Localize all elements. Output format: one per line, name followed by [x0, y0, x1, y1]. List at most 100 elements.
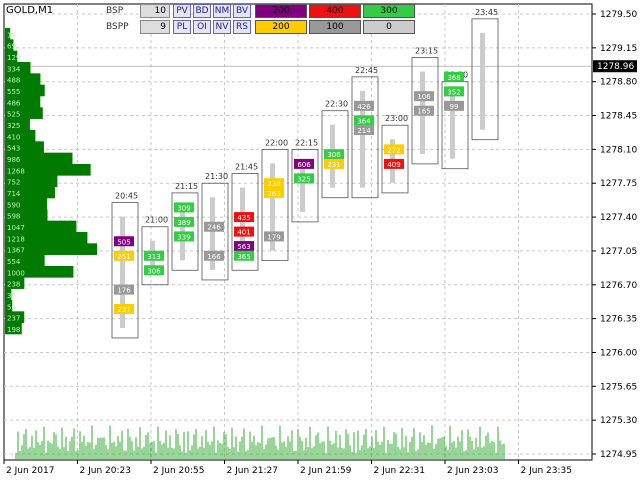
session-box[interactable]	[351, 76, 379, 199]
footprint-cell[interactable]	[324, 149, 344, 160]
bspp-swatch[interactable]: 0	[363, 20, 415, 34]
session-box[interactable]	[231, 173, 259, 271]
bsp-swatch[interactable]: 300	[363, 4, 415, 18]
footprint-cell[interactable]	[444, 86, 464, 97]
session-box[interactable]	[141, 226, 169, 286]
session-box[interactable]	[411, 57, 439, 165]
volume-profile-bar	[5, 164, 91, 176]
volume-profile-bar	[5, 141, 44, 153]
footprint-cell[interactable]	[414, 91, 434, 102]
footprint-cell-label: 176	[117, 287, 131, 295]
candle-body	[300, 163, 305, 212]
volume-profile-label: 486	[7, 99, 21, 107]
volume-profile-label: 198	[7, 326, 20, 334]
volume-profile-label: 19	[7, 31, 16, 39]
bspp-value-field[interactable]: 9	[140, 20, 170, 34]
bspp-swatch[interactable]: 200	[255, 20, 307, 34]
bsp-value-field[interactable]: 10	[140, 4, 170, 18]
bsp-swatch[interactable]: 200	[255, 4, 307, 18]
session-box[interactable]	[381, 124, 409, 194]
x-tick-label: 2 Jun 21:59	[300, 466, 352, 476]
footprint-cell[interactable]	[234, 241, 254, 252]
session-box[interactable]	[201, 182, 229, 281]
footprint-cell[interactable]	[114, 303, 134, 314]
footprint-cell[interactable]	[174, 231, 194, 242]
volume-profile-bar	[5, 130, 36, 142]
footprint-cell-label: 251	[117, 253, 130, 261]
candle-body	[120, 216, 125, 328]
footprint-cell[interactable]	[354, 100, 374, 111]
volume-profile-label: 752	[7, 179, 20, 187]
footprint-cell-label: 165	[417, 108, 430, 116]
volume-profile-bar	[5, 277, 25, 289]
footprint-cell[interactable]	[204, 250, 224, 261]
volume-profile-bar	[5, 266, 74, 278]
bspp-button-rs[interactable]: RS	[233, 20, 251, 34]
volume-profile-bar	[5, 288, 12, 301]
footprint-cell[interactable]	[264, 178, 284, 189]
volume-profile-bar	[5, 107, 43, 119]
footprint-cell[interactable]	[384, 158, 404, 169]
current-price-tag	[593, 60, 637, 73]
footprint-cell[interactable]	[294, 173, 314, 184]
session-box[interactable]	[471, 18, 499, 141]
bspp-button-oi[interactable]: OI	[193, 20, 211, 34]
footprint-cell[interactable]	[414, 105, 434, 116]
footprint-cell-label: 401	[237, 229, 250, 237]
session-box[interactable]	[291, 148, 319, 223]
volume-profile-label: 554	[7, 258, 21, 266]
volume-profile-label: 543	[7, 145, 20, 153]
footprint-cell[interactable]	[234, 250, 254, 261]
volume-profile-label: 555	[7, 88, 20, 96]
footprint-cell[interactable]	[114, 284, 134, 295]
footprint-cell-label: 313	[147, 253, 160, 261]
footprint-cell[interactable]	[354, 125, 374, 136]
volume-profile-bar	[5, 152, 73, 165]
bspp-swatch[interactable]: 100	[309, 20, 361, 34]
footprint-cell[interactable]	[444, 71, 464, 82]
bsp-button-bv[interactable]: BV	[233, 4, 251, 18]
footprint-cell[interactable]	[114, 236, 134, 247]
footprint-cell-label: 435	[237, 214, 250, 222]
session-box[interactable]	[111, 202, 139, 339]
footprint-cell-label: 339	[177, 233, 190, 241]
footprint-cell[interactable]	[114, 250, 134, 261]
footprint-cell[interactable]	[384, 144, 404, 155]
footprint-cell[interactable]	[204, 221, 224, 232]
volume-profile-label: 488	[7, 77, 20, 85]
session-time-label: 21:30	[205, 172, 228, 181]
bspp-button-pl[interactable]: PL	[173, 20, 191, 34]
footprint-cell[interactable]	[234, 226, 254, 237]
y-tick-label: 1276.70	[600, 281, 637, 291]
footprint-cell[interactable]	[354, 115, 374, 126]
bspp-button-nv[interactable]: NV	[213, 20, 231, 34]
y-tick-label: 1277.40	[600, 213, 637, 223]
footprint-cell[interactable]	[264, 231, 284, 242]
session-time-label: 22:00	[265, 138, 288, 147]
footprint-cell[interactable]	[264, 187, 284, 198]
footprint-cell-label: 99	[450, 103, 459, 111]
footprint-cell[interactable]	[174, 202, 194, 213]
symbol-title: GOLD,M1	[6, 5, 54, 16]
footprint-cell-label: 563	[237, 243, 250, 251]
bsp-button-bd[interactable]: BD	[193, 4, 211, 18]
volume-profile-bar	[5, 232, 88, 244]
session-box[interactable]	[171, 192, 199, 271]
y-tick-label: 1278.10	[600, 145, 637, 155]
footprint-cell[interactable]	[324, 158, 344, 169]
session-box[interactable]	[261, 148, 289, 261]
footprint-cell[interactable]	[444, 100, 464, 111]
bsp-button-nm[interactable]: NM	[213, 4, 231, 18]
x-tick-label: 2 Jun 20:23	[80, 466, 131, 476]
footprint-cell-label: 272	[387, 146, 400, 154]
bsp-button-pv[interactable]: PV	[173, 4, 191, 18]
footprint-cell[interactable]	[144, 265, 164, 276]
session-box[interactable]	[321, 110, 349, 199]
footprint-cell[interactable]	[144, 250, 164, 261]
footprint-cell[interactable]	[174, 216, 194, 227]
footprint-cell[interactable]	[234, 212, 254, 223]
bsp-swatch[interactable]: 400	[309, 4, 361, 18]
footprint-cell[interactable]	[294, 158, 314, 169]
